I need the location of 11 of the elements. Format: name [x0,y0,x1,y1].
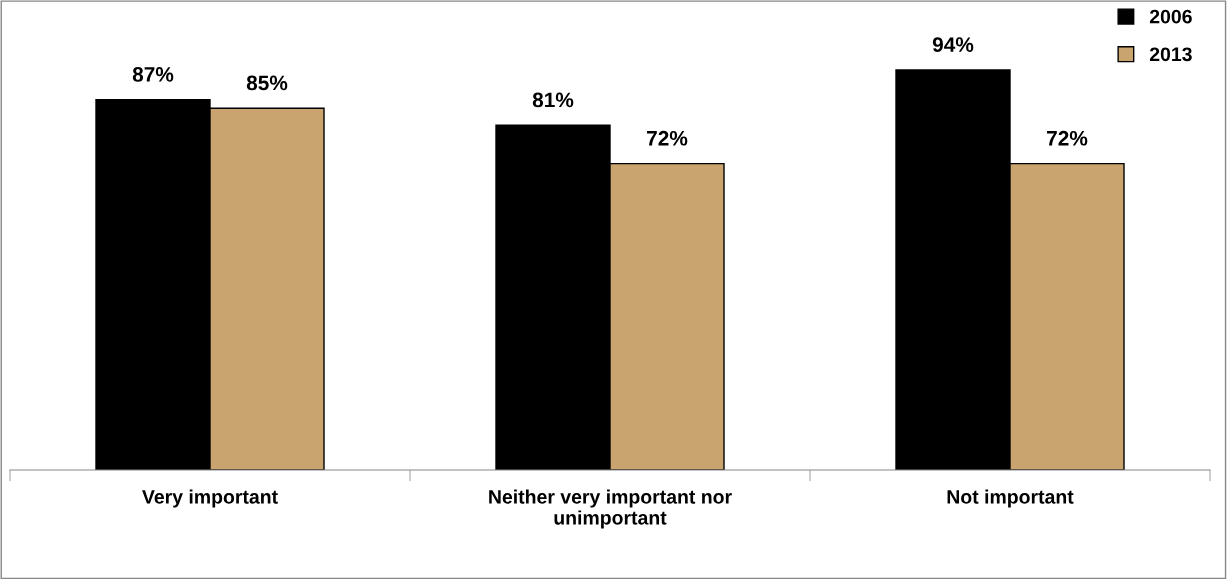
data-label: 85% [246,75,288,91]
x-tick-label: Neither very important nor unimportant [489,489,732,529]
x-tick-label: Very important [142,489,278,508]
data-label: 94% [932,37,974,52]
x-tick-label: Not important [947,489,1074,508]
data-label: 81% [532,92,574,108]
data-label: 72% [647,130,688,146]
legend-label: 2006 [1149,9,1192,24]
data-label: 87% [132,67,174,82]
data-label: 72% [1047,130,1088,146]
legend-label: 2013 [1149,47,1192,62]
